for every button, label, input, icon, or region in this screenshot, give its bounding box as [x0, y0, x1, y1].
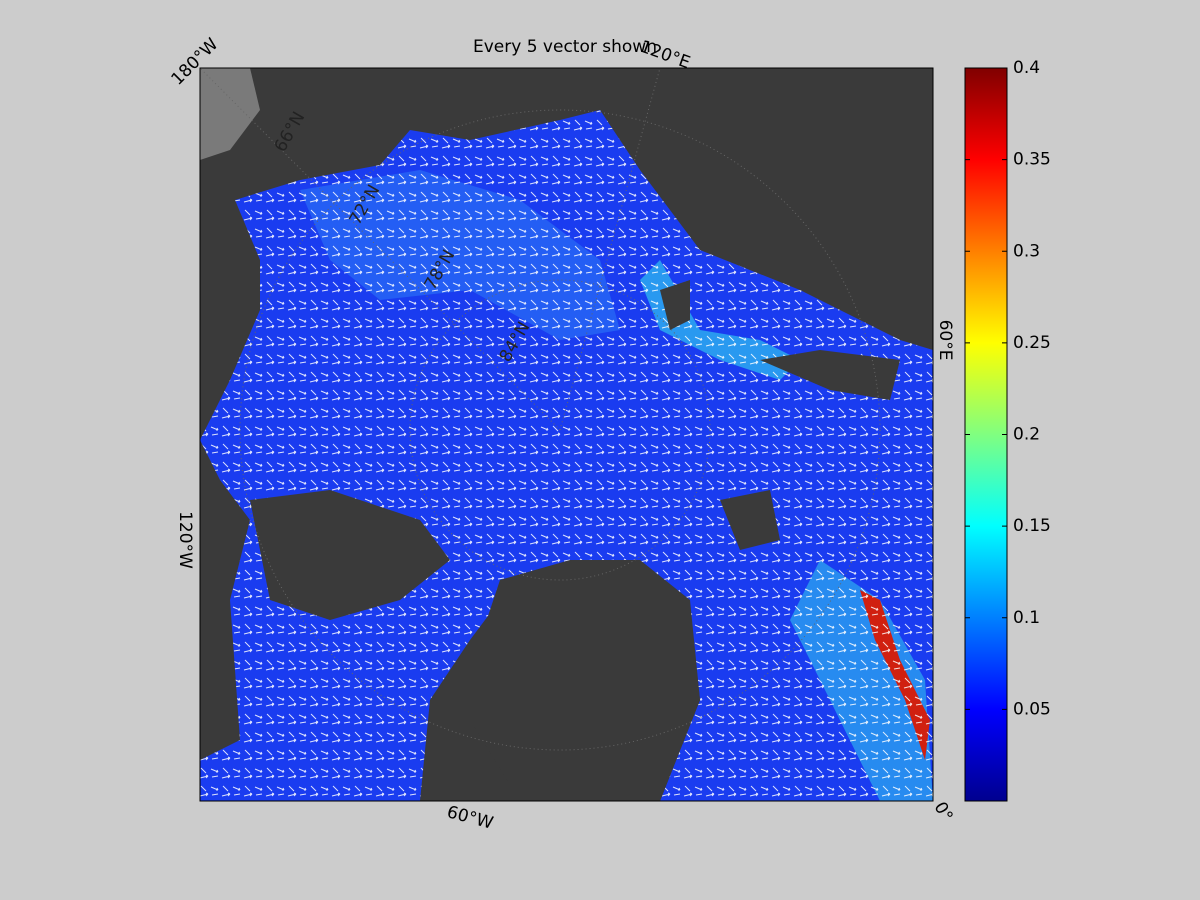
island	[660, 280, 690, 330]
colorbar	[964, 67, 1008, 802]
map-title: Every 5 vector shown	[473, 37, 657, 57]
map-area	[200, 68, 933, 801]
colorbar-tick-label: 0.15	[1013, 516, 1051, 536]
colorbar-tick-label: 0.3	[1013, 241, 1040, 261]
longitude-label: 120°W	[175, 511, 195, 569]
colorbar-tick-label: 0.2	[1013, 425, 1040, 445]
velocity-vectors	[200, 110, 933, 801]
colorbar-tick-label: 0.4	[1013, 58, 1040, 78]
novaya-zemlya	[760, 350, 900, 400]
longitude-label: 60°E	[935, 320, 955, 361]
greenland	[470, 560, 700, 801]
longitude-label: 0°	[930, 799, 957, 826]
colorbar-tick-label: 0.05	[1013, 699, 1051, 719]
map-frame	[199, 67, 934, 802]
shallow-land	[200, 68, 260, 160]
svalbard	[720, 490, 780, 550]
canadian-archipelago	[250, 490, 450, 620]
colorbar-tick-label: 0.25	[1013, 333, 1051, 353]
colorbar-tick-label: 0.35	[1013, 150, 1051, 170]
longitude-label: 60°W	[445, 802, 496, 834]
colorbar-tick-label: 0.1	[1013, 608, 1040, 628]
graticule	[200, 68, 881, 751]
